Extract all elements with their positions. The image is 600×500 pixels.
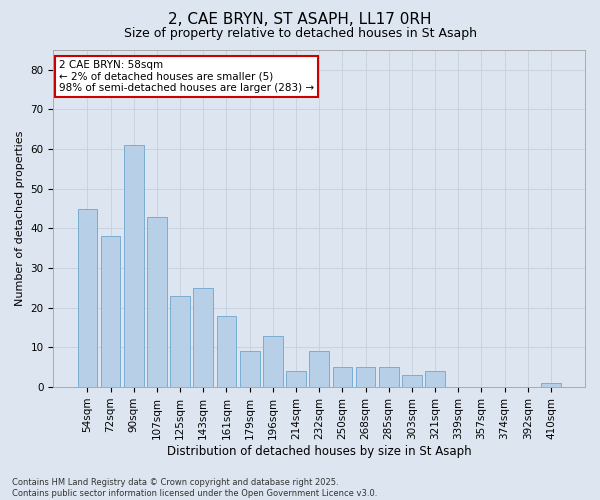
Bar (356, 368, 376, 387)
Bar (147, 216, 167, 387)
Bar (541, 383, 561, 387)
Bar (310, 352, 329, 387)
Bar (263, 336, 283, 387)
Bar (379, 368, 398, 387)
Bar (217, 316, 236, 387)
X-axis label: Distribution of detached houses by size in St Asaph: Distribution of detached houses by size … (167, 444, 472, 458)
Bar (425, 371, 445, 387)
Bar (240, 352, 260, 387)
Bar (286, 371, 306, 387)
Text: 2, CAE BRYN, ST ASAPH, LL17 0RH: 2, CAE BRYN, ST ASAPH, LL17 0RH (168, 12, 432, 28)
Bar (170, 296, 190, 387)
Bar (77, 208, 97, 387)
Text: Contains HM Land Registry data © Crown copyright and database right 2025.
Contai: Contains HM Land Registry data © Crown c… (12, 478, 377, 498)
Bar (124, 145, 143, 387)
Text: Size of property relative to detached houses in St Asaph: Size of property relative to detached ho… (124, 28, 476, 40)
Bar (193, 288, 213, 387)
Text: 2 CAE BRYN: 58sqm
← 2% of detached houses are smaller (5)
98% of semi-detached h: 2 CAE BRYN: 58sqm ← 2% of detached house… (59, 60, 314, 94)
Bar (332, 368, 352, 387)
Y-axis label: Number of detached properties: Number of detached properties (15, 131, 25, 306)
Bar (402, 375, 422, 387)
Bar (101, 236, 121, 387)
